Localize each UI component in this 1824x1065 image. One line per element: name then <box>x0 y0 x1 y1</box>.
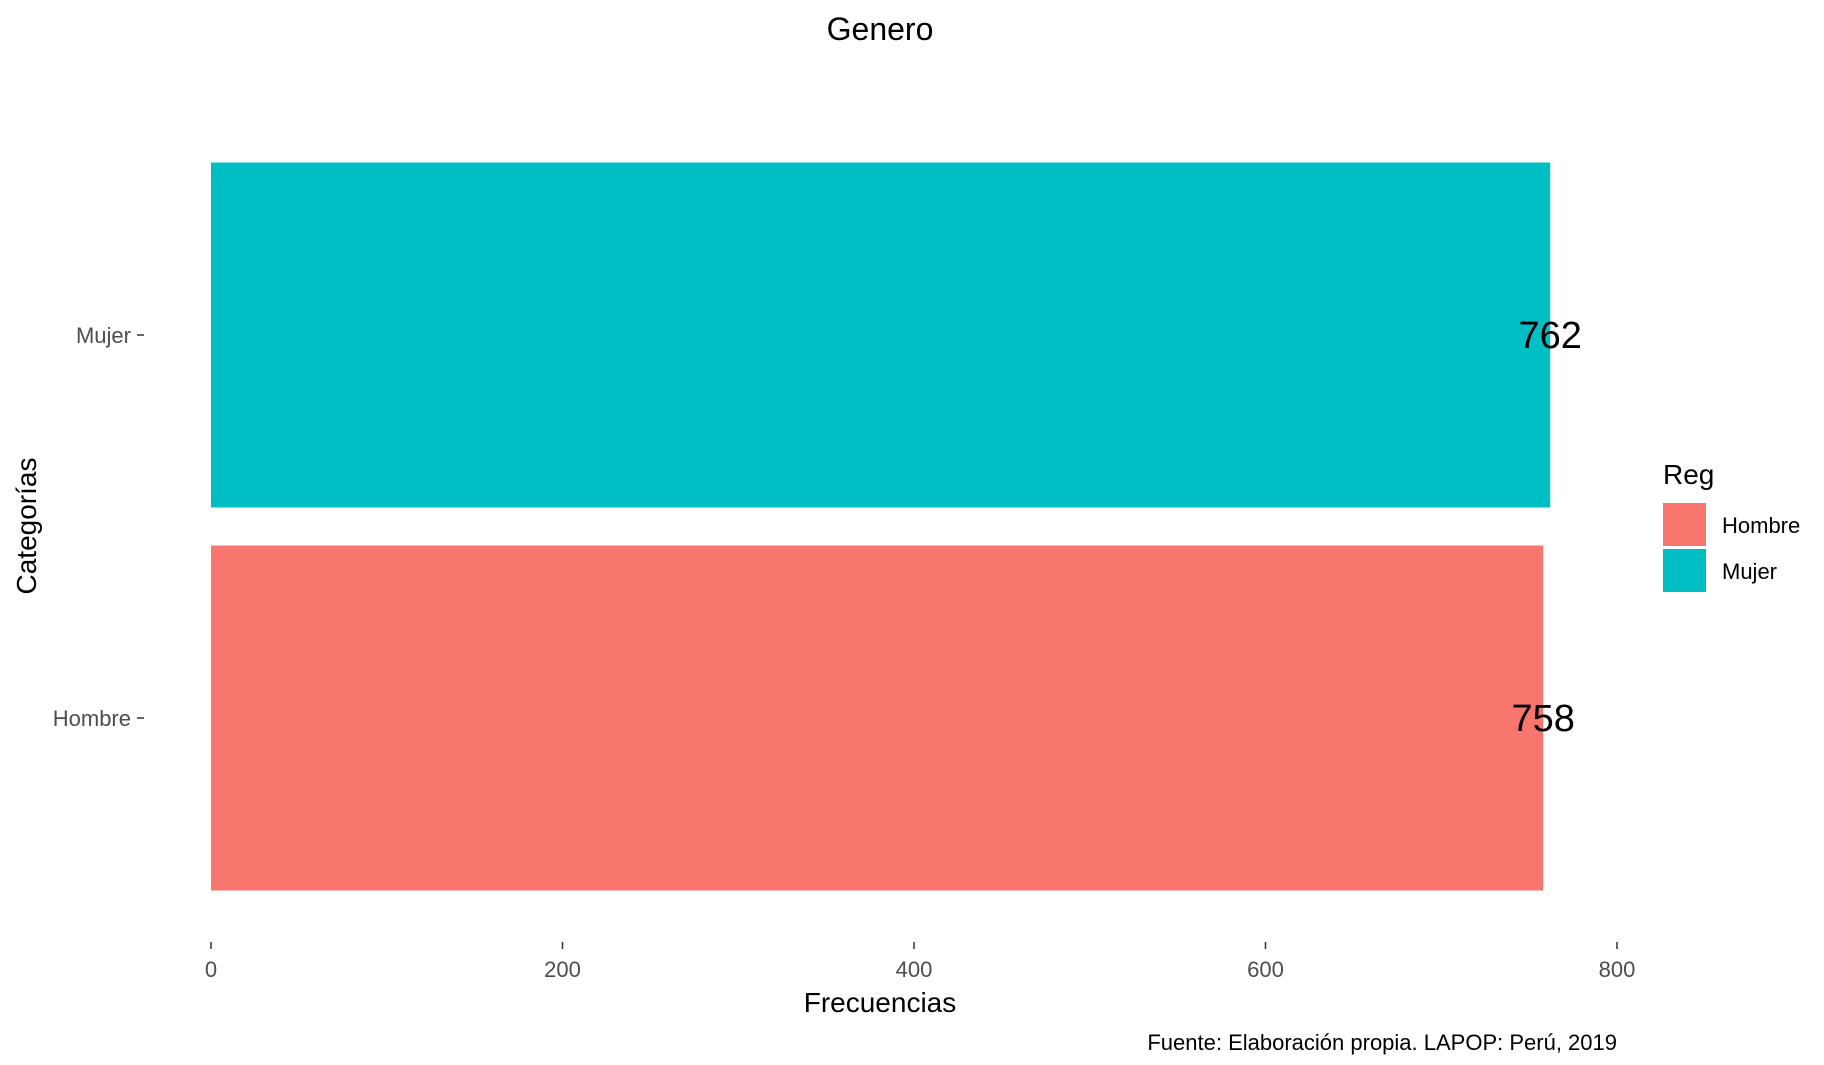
x-tick-label-400: 400 <box>896 957 933 982</box>
y-tick-label-mujer: Mujer <box>76 323 131 348</box>
bar-mujer <box>211 162 1551 508</box>
x-tick-label-600: 600 <box>1247 957 1284 982</box>
legend-swatch-hombre <box>1663 503 1706 546</box>
bar-hombre <box>211 545 1544 891</box>
x-tick-label-200: 200 <box>544 957 581 982</box>
legend-label-hombre: Hombre <box>1722 513 1800 538</box>
legend: Reg Hombre Mujer <box>1663 459 1800 592</box>
y-tick-label-hombre: Hombre <box>53 706 131 731</box>
x-axis-title: Frecuencias <box>804 987 957 1018</box>
legend-title: Reg <box>1663 459 1714 490</box>
source-caption: Fuente: Elaboración propia. LAPOP: Perú,… <box>1147 1030 1617 1055</box>
x-tick-label-0: 0 <box>205 957 217 982</box>
data-labels-group: 758 762 <box>1511 315 1581 740</box>
chart-title: Genero <box>827 11 934 47</box>
bars-group <box>211 162 1551 891</box>
x-tick-label-800: 800 <box>1599 957 1636 982</box>
data-label-mujer: 762 <box>1519 315 1582 357</box>
legend-swatch-mujer <box>1663 549 1706 592</box>
data-label-hombre: 758 <box>1511 698 1574 740</box>
legend-label-mujer: Mujer <box>1722 559 1777 584</box>
x-axis: 0 200 400 600 800 <box>205 942 1635 982</box>
y-axis: Hombre Mujer <box>53 323 144 731</box>
legend-entries: Hombre Mujer <box>1663 503 1800 592</box>
y-axis-title: Categorías <box>11 458 42 595</box>
